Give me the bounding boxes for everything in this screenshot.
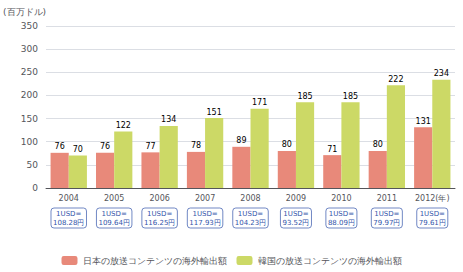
svg-text:116.25円: 116.25円: [144, 219, 176, 227]
svg-text:185: 185: [343, 92, 358, 101]
svg-text:韓国の放送コンテンツの海外輸出額: 韓国の放送コンテンツの海外輸出額: [258, 256, 402, 266]
svg-text:1USD=: 1USD=: [147, 210, 172, 218]
svg-text:2012(年): 2012(年): [415, 194, 450, 203]
svg-text:2005: 2005: [104, 194, 124, 203]
svg-text:117.93円: 117.93円: [189, 219, 221, 227]
svg-text:80: 80: [373, 140, 383, 149]
svg-text:1USD=: 1USD=: [420, 210, 445, 218]
svg-text:1USD=: 1USD=: [374, 210, 399, 218]
svg-text:100: 100: [21, 137, 38, 147]
svg-text:2008: 2008: [240, 194, 260, 203]
svg-text:80: 80: [282, 140, 292, 149]
svg-text:77: 77: [145, 142, 155, 151]
svg-text:350: 350: [21, 21, 38, 31]
svg-text:2004: 2004: [59, 194, 79, 203]
svg-text:79.97円: 79.97円: [373, 219, 400, 227]
svg-text:78: 78: [191, 141, 201, 150]
svg-text:(百万ドル): (百万ドル): [3, 7, 46, 17]
svg-text:150: 150: [21, 114, 38, 124]
svg-text:2010: 2010: [331, 194, 351, 203]
svg-text:171: 171: [252, 98, 267, 107]
svg-text:185: 185: [297, 92, 312, 101]
svg-text:222: 222: [388, 75, 403, 84]
svg-text:76: 76: [100, 142, 110, 151]
svg-text:250: 250: [21, 67, 38, 77]
svg-text:200: 200: [21, 90, 38, 100]
svg-text:89: 89: [236, 136, 246, 145]
svg-text:131: 131: [416, 117, 431, 126]
svg-text:50: 50: [27, 160, 39, 170]
svg-text:79.61円: 79.61円: [419, 219, 446, 227]
svg-text:0: 0: [32, 183, 38, 193]
svg-text:2009: 2009: [286, 194, 306, 203]
svg-text:1USD=: 1USD=: [238, 210, 263, 218]
svg-text:109.64円: 109.64円: [98, 219, 129, 227]
svg-text:93.52円: 93.52円: [282, 219, 309, 227]
svg-text:151: 151: [207, 108, 222, 117]
svg-text:70: 70: [73, 145, 83, 154]
svg-text:134: 134: [161, 115, 176, 124]
svg-text:108.28円: 108.28円: [53, 219, 85, 227]
svg-text:104.23円: 104.23円: [235, 219, 267, 227]
svg-text:1USD=: 1USD=: [329, 210, 354, 218]
svg-text:234: 234: [434, 69, 449, 78]
svg-text:122: 122: [116, 121, 131, 130]
svg-text:88.09円: 88.09円: [328, 219, 355, 227]
svg-text:300: 300: [21, 44, 38, 54]
svg-text:1USD=: 1USD=: [102, 210, 127, 218]
svg-text:76: 76: [55, 142, 65, 151]
svg-text:日本の放送コンテンツの海外輸出額: 日本の放送コンテンツの海外輸出額: [83, 256, 227, 266]
svg-text:2011: 2011: [377, 194, 397, 203]
svg-text:1USD=: 1USD=: [283, 210, 308, 218]
svg-text:71: 71: [327, 145, 337, 154]
svg-text:1USD=: 1USD=: [192, 210, 217, 218]
svg-text:2006: 2006: [149, 194, 169, 203]
svg-text:2007: 2007: [195, 194, 215, 203]
svg-text:1USD=: 1USD=: [56, 210, 81, 218]
